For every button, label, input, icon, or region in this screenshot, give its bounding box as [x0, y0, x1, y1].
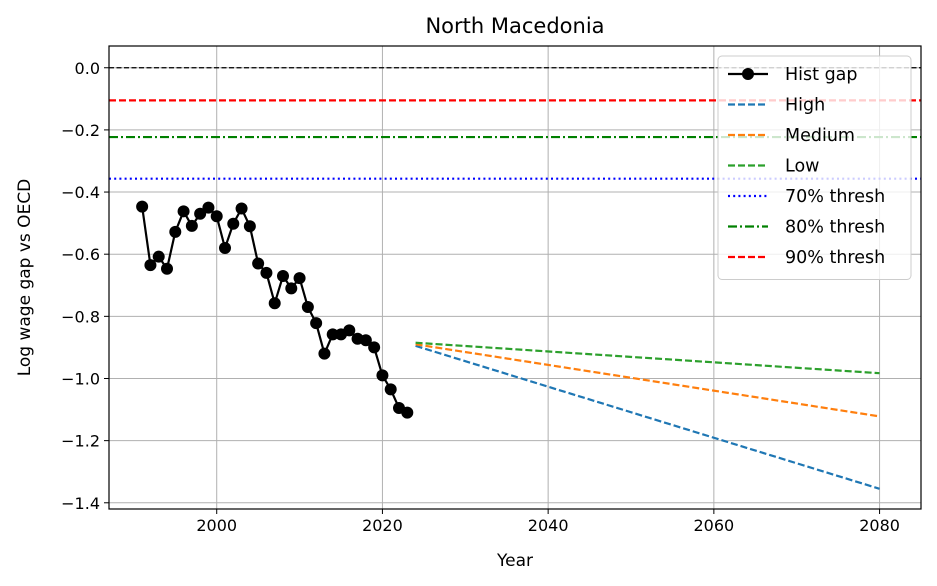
series-hist-gap-point	[268, 297, 281, 310]
legend-label: High	[785, 96, 825, 116]
series-hist-gap-point	[227, 217, 240, 230]
series-hist-gap-point	[326, 328, 339, 341]
series-hist-gap-point	[384, 383, 397, 396]
legend-label: 80% thresh	[785, 218, 885, 238]
legend-label: Low	[785, 157, 819, 177]
x-tick-label: 2020	[362, 516, 403, 535]
x-tick-label: 2080	[859, 516, 900, 535]
series-hist-gap-point	[343, 324, 356, 337]
chart-title: North Macedonia	[425, 14, 604, 38]
x-tick-label: 2000	[196, 516, 237, 535]
series-hist-gap-point	[243, 220, 256, 233]
series-hist-gap-point	[185, 219, 198, 232]
plot-frame	[108, 45, 922, 510]
series-high-line	[415, 344, 880, 490]
series-hist-gap-point	[310, 317, 323, 330]
series-hist-gap-point	[235, 202, 248, 215]
y-axis-label: Log wage gap vs OECD	[15, 179, 35, 377]
series-hist-gap-point	[285, 282, 298, 295]
series-hist-gap-point	[152, 250, 165, 263]
series-hist-gap-point	[359, 334, 372, 347]
legend-box	[717, 55, 912, 280]
series-hist-gap-point	[161, 262, 173, 275]
series-hist-gap-point	[277, 269, 289, 282]
legend-marker	[742, 68, 754, 80]
series-hist-gap-point	[219, 241, 231, 254]
series-hist-gap-point	[368, 341, 381, 354]
x-axis-ticks: 2000 2020 2040 2060 2080	[196, 509, 900, 535]
x-axis-label: Year	[496, 551, 533, 571]
series-hist-gap-point	[202, 201, 215, 214]
y-tick-label: −1.2	[61, 432, 100, 451]
legend: Hist gap High Medium Low 70% thresh 80% thres…	[717, 55, 912, 280]
series-medium-line	[415, 343, 880, 418]
legend-label: Hist gap	[785, 65, 858, 85]
series-hist-gap-line	[141, 206, 408, 414]
series-hist-gap-point	[401, 406, 414, 419]
y-tick-label: 0.0	[75, 59, 100, 78]
series-hist-gap-point	[177, 205, 190, 218]
y-tick-label: −0.6	[61, 245, 100, 264]
series-hist-gap-point	[144, 259, 157, 272]
y-tick-label: −1.0	[61, 369, 100, 388]
y-tick-label: −0.4	[61, 183, 100, 202]
series-hist-gap-point	[260, 266, 273, 279]
series-hist-gap-point	[194, 207, 207, 220]
y-tick-label: −0.2	[61, 121, 100, 140]
legend-label: Medium	[785, 126, 855, 146]
y-tick-label: −1.4	[61, 494, 100, 513]
series-low-line	[415, 341, 880, 375]
y-axis-ticks: 0.0 −0.2 −0.4 −0.6 −0.8 −1.0 −1.2 −1.4	[61, 59, 109, 513]
x-tick-label: 2040	[528, 516, 569, 535]
series-hist-gap-point	[318, 347, 331, 360]
legend-label: 90% thresh	[785, 248, 885, 268]
y-tick-label: −0.8	[61, 307, 100, 326]
legend-label: 70% thresh	[785, 187, 885, 207]
series-hist-gap-point	[376, 369, 389, 382]
series-hist-gap-point	[136, 200, 149, 213]
x-tick-label: 2060	[693, 516, 734, 535]
series-hist-gap-point	[301, 301, 314, 314]
series-hist-gap-point	[252, 257, 265, 270]
series-hist-gap-point	[169, 225, 182, 238]
series-hist-gap-point	[293, 272, 306, 285]
series-hist-gap-point	[210, 210, 223, 223]
